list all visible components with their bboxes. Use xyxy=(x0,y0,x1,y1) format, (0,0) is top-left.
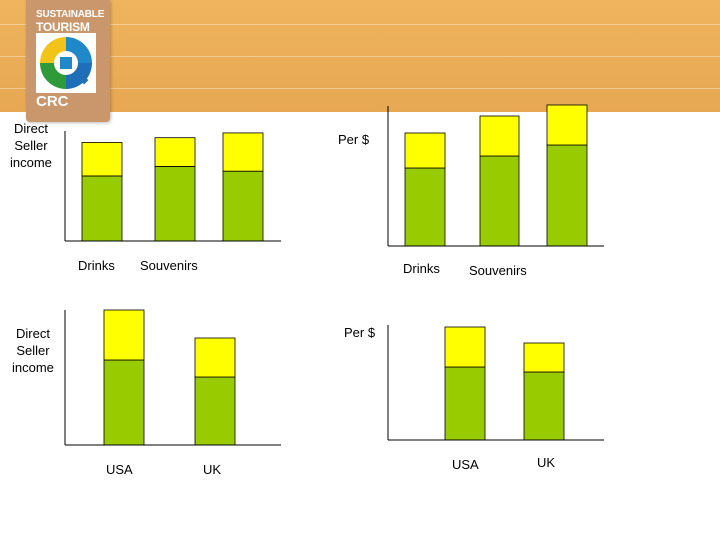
y-axis-label: Per $ xyxy=(338,132,370,147)
y-axis-label: Direct Seller income xyxy=(10,121,52,170)
logo-mark-icon xyxy=(36,33,96,93)
bar-base-segment xyxy=(154,165,196,242)
tick-label: USA xyxy=(452,457,479,472)
bar-top-segment xyxy=(222,132,264,172)
bar-top-segment xyxy=(194,337,236,378)
bar-top-segment xyxy=(523,342,565,373)
chart-3 xyxy=(64,309,281,446)
bar-base-segment xyxy=(444,366,486,441)
bar-base-segment xyxy=(81,175,123,242)
bar-base-segment xyxy=(103,359,145,446)
banner-stripe xyxy=(0,24,720,25)
tick-label: USA xyxy=(106,462,133,477)
tick-label: UK xyxy=(203,462,222,477)
chart-1 xyxy=(64,131,281,242)
tick-label: Drinks xyxy=(78,258,115,273)
chart-2 xyxy=(387,104,604,247)
bar-top-segment xyxy=(444,326,486,368)
tick-label: Souvenirs xyxy=(469,263,527,278)
bar-base-segment xyxy=(194,376,236,446)
tick-label: UK xyxy=(537,455,556,470)
tick-label: Drinks xyxy=(403,261,440,276)
tick-label: Souvenirs xyxy=(140,258,198,273)
bar-base-segment xyxy=(222,170,264,242)
bar-base-segment xyxy=(404,167,446,247)
bar-top-segment xyxy=(154,137,196,167)
bar-base-segment xyxy=(546,144,588,247)
y-axis-label: Direct Seller income xyxy=(12,326,54,375)
header-banner xyxy=(0,0,720,112)
bar-top-segment xyxy=(103,309,145,361)
bar-top-segment xyxy=(479,115,520,157)
banner-stripe xyxy=(0,88,720,89)
bar-base-segment xyxy=(479,155,520,247)
bar-top-segment xyxy=(546,104,588,146)
bar-top-segment xyxy=(81,142,123,177)
banner-stripe xyxy=(0,56,720,57)
sustainable-tourism-crc-logo: SUSTAINABLE TOURISM CRC xyxy=(26,0,110,122)
bar-top-segment xyxy=(404,132,446,169)
chart-4 xyxy=(387,325,604,441)
bar-base-segment xyxy=(523,371,565,441)
logo-line-1: SUSTAINABLE xyxy=(36,9,105,20)
y-axis-label: Per $ xyxy=(344,325,376,340)
logo-line-3: CRC xyxy=(36,93,69,110)
logo-line-2: TOURISM xyxy=(36,20,90,34)
